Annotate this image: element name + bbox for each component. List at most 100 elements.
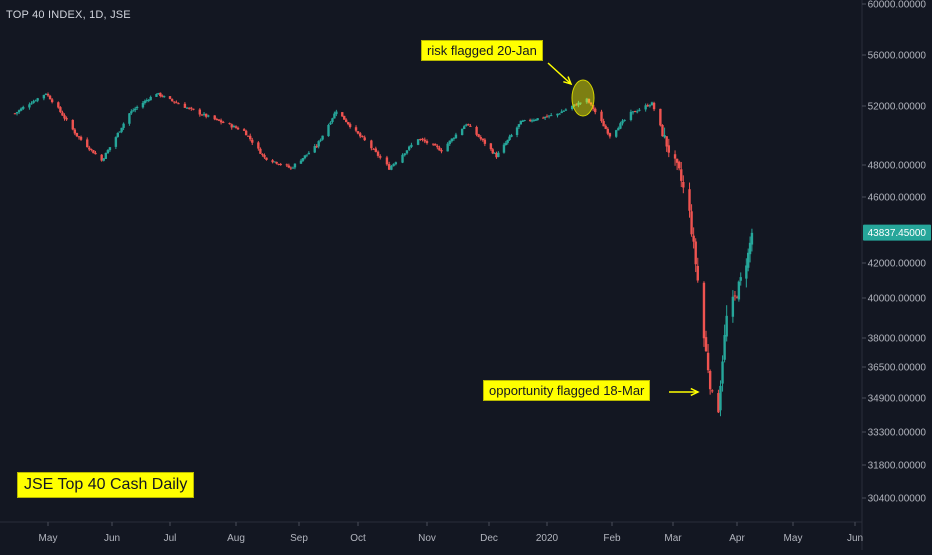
candle	[222, 120, 225, 124]
candle	[94, 150, 97, 155]
candle	[65, 116, 68, 121]
candle	[747, 248, 750, 272]
candle	[249, 133, 252, 142]
candle	[159, 92, 162, 98]
candle	[704, 330, 708, 352]
candle	[421, 137, 424, 142]
candle	[343, 115, 346, 120]
candle	[329, 121, 332, 125]
candle	[688, 182, 691, 218]
candle	[200, 113, 204, 116]
chart-description-label: JSE Top 40 Cash Daily	[17, 472, 195, 498]
candle	[725, 305, 728, 342]
candle	[446, 142, 449, 152]
candle	[232, 124, 236, 128]
candle	[663, 127, 666, 139]
candle	[77, 136, 81, 140]
candle	[419, 138, 422, 141]
x-tick-label: Mar	[664, 533, 682, 544]
candle	[100, 154, 103, 162]
candle	[403, 153, 406, 157]
candle	[372, 148, 375, 150]
candle	[469, 123, 472, 127]
candle	[661, 124, 664, 137]
candle	[170, 98, 174, 102]
candle	[745, 258, 748, 288]
candle	[61, 110, 64, 116]
candle	[246, 135, 250, 137]
candle	[333, 111, 336, 119]
candle	[390, 164, 393, 171]
candle	[265, 157, 268, 161]
candle	[665, 136, 668, 152]
candle	[534, 118, 537, 122]
candle	[401, 153, 404, 164]
candle	[517, 124, 521, 129]
risk-callout: risk flagged 20-Jan	[421, 40, 543, 61]
candle	[750, 228, 754, 252]
candle	[425, 139, 429, 145]
candle	[680, 161, 683, 188]
candle	[650, 101, 654, 106]
candle	[423, 137, 426, 144]
candle	[28, 102, 31, 110]
candle	[475, 125, 478, 137]
candle	[659, 108, 662, 127]
x-tick-label: Feb	[603, 533, 621, 544]
candle	[521, 119, 524, 122]
candle	[346, 121, 350, 126]
candle	[394, 161, 398, 166]
candle	[13, 113, 17, 115]
candle	[285, 163, 289, 168]
candle	[289, 166, 293, 170]
candle	[244, 129, 248, 136]
candle	[161, 94, 164, 98]
x-axis: May Jun Jul Aug Sep Oct Nov Dec 2020 Feb Mar Apr May…	[39, 522, 863, 544]
candle	[345, 118, 348, 123]
candle	[585, 97, 589, 104]
candle	[114, 136, 118, 150]
candle	[387, 161, 391, 171]
candle	[673, 150, 677, 166]
candle	[748, 236, 752, 263]
candle	[508, 134, 511, 141]
candle	[702, 281, 706, 347]
y-axis: 60000.00000 56000.00000 52000.00000 48000.0…	[862, 0, 926, 505]
candle	[50, 98, 54, 104]
candle	[483, 138, 487, 147]
candle	[579, 102, 582, 106]
candle	[558, 113, 561, 115]
candle	[234, 125, 238, 129]
candle	[667, 138, 670, 158]
candle	[477, 133, 480, 138]
candle	[134, 106, 137, 113]
candle	[528, 118, 532, 122]
candle	[116, 132, 119, 138]
candle	[577, 100, 580, 108]
candle	[46, 92, 50, 97]
candle	[185, 106, 189, 109]
candle	[48, 94, 52, 100]
x-tick-label: Nov	[418, 533, 436, 544]
candle	[410, 142, 413, 149]
candle	[370, 139, 373, 151]
candle	[59, 106, 62, 114]
candle	[556, 113, 559, 118]
candle	[361, 135, 364, 138]
candle	[491, 147, 494, 155]
candle	[315, 144, 318, 149]
candle	[479, 135, 482, 141]
candle	[436, 144, 439, 150]
y-tick-label: 52000.00000	[868, 102, 927, 113]
candle	[293, 163, 297, 170]
candle	[331, 117, 334, 124]
candle	[75, 132, 79, 138]
candle	[30, 101, 33, 105]
candle	[434, 143, 437, 146]
risk-highlight-ellipse	[571, 79, 595, 117]
x-tick-label: Jun	[847, 533, 863, 544]
candle	[510, 133, 513, 138]
y-tick-label: 42000.00000	[868, 259, 927, 270]
last-price-box	[863, 224, 931, 241]
candle	[463, 124, 466, 130]
